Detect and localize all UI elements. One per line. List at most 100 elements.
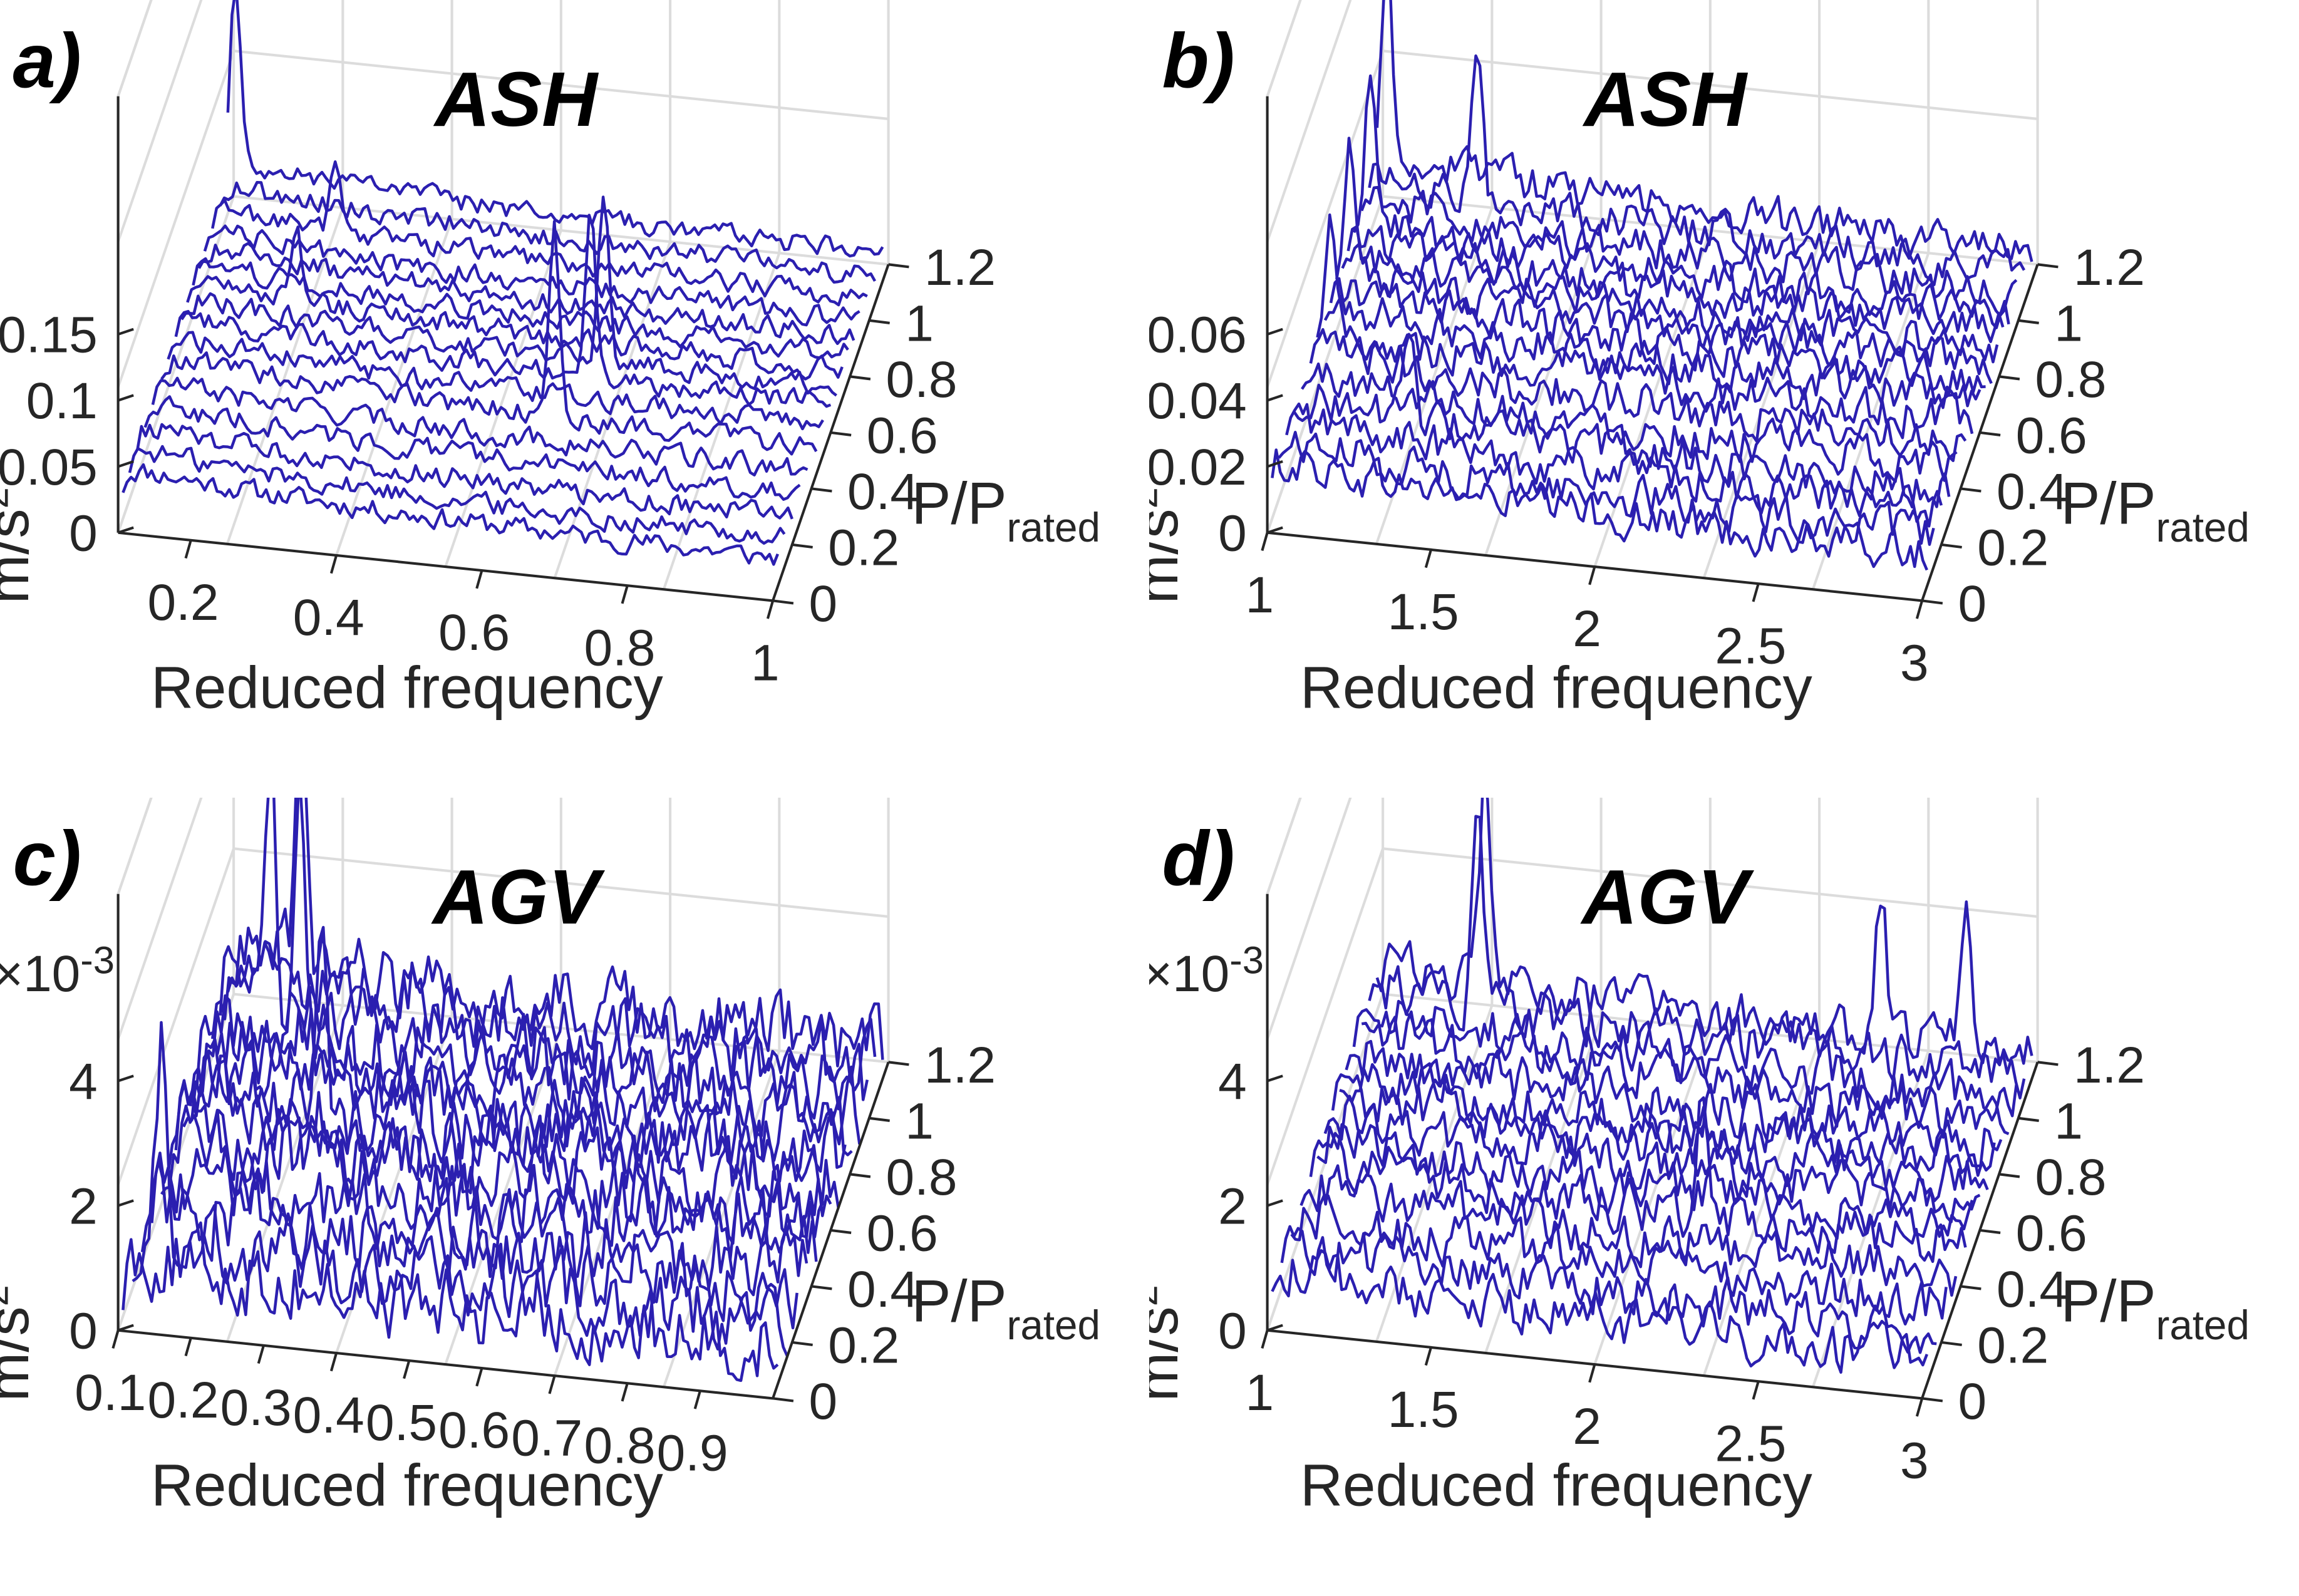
- x-tick: [548, 1375, 556, 1394]
- floor-line: [225, 207, 344, 545]
- y-tick: [1941, 543, 1962, 549]
- panel-b: 1 1.5 2 2.5 3 0 0.2 0.4 0.6 0.8 1 1.2 0 0.02 0.04 0.06 R…: [1149, 0, 2298, 798]
- floor-line: [444, 230, 562, 567]
- z-axis-label: m/s2: [1149, 1285, 1190, 1401]
- x-tick-label: 1: [1245, 567, 1274, 624]
- y-tick-label: 0.4: [1997, 1261, 2068, 1318]
- series-line: [143, 395, 801, 501]
- series-line: [1316, 213, 1974, 440]
- x-tick-label: 1.5: [1388, 584, 1459, 641]
- series-group: [1271, 798, 2033, 1374]
- x-axis-line: [1267, 1329, 1923, 1400]
- series-line: [197, 242, 855, 346]
- y-tick: [888, 1061, 909, 1066]
- panel-d: 1 1.5 2 2.5 3 0 0.2 0.4 0.6 0.8 1 1.2 0 2 4 ×10-3 Reduce…: [1149, 798, 2298, 1595]
- y-tick: [1921, 599, 1943, 605]
- side-wall-top: [1266, 798, 1302, 895]
- series-line: [1301, 362, 1958, 483]
- x-tick: [403, 1360, 411, 1379]
- y-tick: [1998, 375, 2020, 381]
- z-tick: [117, 526, 134, 534]
- z-tick-label: 0: [69, 505, 98, 562]
- y-tick-label: 0.8: [2035, 351, 2107, 408]
- x-tick-label: 0.2: [147, 1372, 219, 1429]
- panel-a: 0.2 0.4 0.6 0.8 1 0 0.2 0.4 0.6 0.8 1 1.2 0 0.05 0.1 0.…: [0, 0, 1149, 798]
- y-axis-line: [1921, 1061, 2039, 1399]
- z-tick-label: 4: [1218, 1053, 1247, 1110]
- floor-line: [1593, 1027, 1712, 1365]
- y-axis-line: [1921, 264, 2039, 602]
- x-tick-label: 0.5: [366, 1394, 437, 1451]
- y-tick-label: 0: [809, 575, 838, 632]
- y-tick-label: 0.4: [1997, 463, 2068, 520]
- chart-d: 1 1.5 2 2.5 300.20.40.60.811.2024×10-3Reduce…: [1149, 798, 2250, 1518]
- panel-label: d): [1162, 816, 1235, 902]
- series-line: [160, 220, 818, 456]
- z-tick: [117, 1324, 134, 1332]
- series-group: [121, 798, 884, 1382]
- x-tick-label: 2: [1573, 1398, 1601, 1455]
- x-tick-label: 3: [1900, 635, 1929, 692]
- x-tick: [184, 540, 192, 559]
- x-tick: [1915, 600, 1924, 619]
- series-line: [192, 257, 849, 359]
- z-tick: [117, 327, 134, 336]
- panel-label: b): [1162, 18, 1235, 104]
- floor-line: [1811, 252, 1930, 590]
- series-line: [226, 0, 884, 258]
- series-line: [160, 1104, 818, 1262]
- z-exponent-label: ×10-3: [1149, 939, 1264, 1002]
- y-tick: [772, 599, 794, 605]
- y-tick-label: 0.8: [886, 351, 958, 408]
- z-tick: [117, 460, 134, 468]
- x-axis-line: [118, 1329, 773, 1400]
- series-line: [151, 376, 809, 476]
- y-tick: [2018, 319, 2039, 324]
- x-tick-label: 0.1: [75, 1364, 146, 1421]
- side-wall-hline: [1266, 0, 1352, 242]
- y-tick: [2037, 263, 2059, 269]
- side-wall-top: [1266, 0, 1302, 97]
- side-wall-hline: [116, 0, 203, 242]
- x-tick-label: 0.3: [220, 1379, 292, 1436]
- y-tick: [1998, 1173, 2020, 1178]
- y-tick: [2037, 1061, 2059, 1066]
- y-tick-label: 0.8: [2035, 1149, 2107, 1206]
- y-tick: [830, 1228, 852, 1234]
- series-line: [1375, 798, 2033, 1075]
- x-axis-line: [1267, 531, 1923, 602]
- x-tick: [1915, 1398, 1924, 1417]
- z-exponent-label: ×10-3: [0, 939, 115, 1002]
- z-tick-label: 2: [1218, 1178, 1247, 1235]
- series-line: [1331, 1073, 1989, 1203]
- panel-label: c): [13, 816, 81, 902]
- chart-title: AGV: [1580, 855, 1755, 940]
- y-tick-label: 0.6: [867, 1205, 938, 1262]
- z-tick-label: 0.06: [1149, 307, 1247, 364]
- series-line: [136, 423, 793, 520]
- back-wall-hline: [233, 49, 889, 121]
- series-line: [1309, 1096, 1967, 1264]
- y-tick-label: 0.2: [1977, 520, 2048, 577]
- x-tick: [693, 1390, 701, 1409]
- y-tick: [1960, 1285, 1981, 1290]
- y-tick-label: 0.6: [867, 408, 938, 465]
- x-tick: [1261, 532, 1269, 552]
- floor-line: [553, 1039, 672, 1376]
- z-tick-label: 2: [69, 1178, 98, 1235]
- series-line: [219, 181, 877, 284]
- series-line: [180, 195, 837, 397]
- series-line: [1271, 1248, 1928, 1374]
- plot-area: 0.1 0.2 0.3 0.4 0.5 0.6 0.7 0.8 0.900.20.40.60.8…: [0, 798, 1100, 1518]
- y-tick-label: 0.4: [847, 463, 919, 520]
- x-tick: [329, 555, 338, 574]
- series-line: [140, 1159, 798, 1330]
- y-tick: [1980, 1228, 2001, 1234]
- y-tick-label: 0: [809, 1373, 838, 1430]
- z-tick: [1266, 460, 1283, 468]
- series-line: [121, 1221, 779, 1382]
- floor-line: [335, 219, 453, 556]
- x-axis-label: Reduced frequency: [1300, 1453, 1812, 1518]
- series-line: [1346, 225, 2005, 343]
